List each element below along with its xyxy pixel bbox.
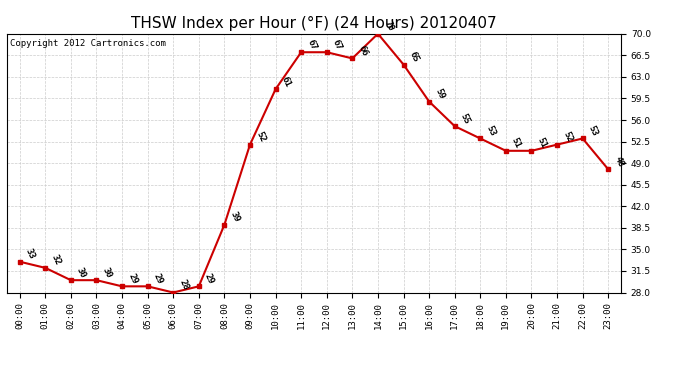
Text: 67: 67 bbox=[305, 38, 318, 51]
Text: 53: 53 bbox=[586, 124, 600, 138]
Text: 39: 39 bbox=[228, 210, 242, 224]
Title: THSW Index per Hour (°F) (24 Hours) 20120407: THSW Index per Hour (°F) (24 Hours) 2012… bbox=[131, 16, 497, 31]
Text: 66: 66 bbox=[357, 44, 369, 58]
Text: 51: 51 bbox=[535, 136, 549, 150]
Text: 28: 28 bbox=[177, 278, 190, 292]
Text: 29: 29 bbox=[203, 272, 216, 285]
Text: 29: 29 bbox=[126, 272, 139, 285]
Text: 51: 51 bbox=[510, 136, 523, 150]
Text: 65: 65 bbox=[408, 50, 420, 64]
Text: 30: 30 bbox=[75, 266, 88, 279]
Text: 55: 55 bbox=[459, 112, 471, 125]
Text: 67: 67 bbox=[331, 38, 344, 51]
Text: 30: 30 bbox=[101, 266, 113, 279]
Text: 33: 33 bbox=[24, 248, 37, 261]
Text: 52: 52 bbox=[254, 130, 267, 144]
Text: 32: 32 bbox=[50, 254, 62, 267]
Text: 70: 70 bbox=[382, 20, 395, 33]
Text: 53: 53 bbox=[484, 124, 497, 138]
Text: 29: 29 bbox=[152, 272, 164, 285]
Text: 59: 59 bbox=[433, 87, 446, 101]
Text: 52: 52 bbox=[561, 130, 574, 144]
Text: Copyright 2012 Cartronics.com: Copyright 2012 Cartronics.com bbox=[10, 39, 166, 48]
Text: 48: 48 bbox=[612, 155, 625, 168]
Text: 61: 61 bbox=[279, 75, 293, 88]
